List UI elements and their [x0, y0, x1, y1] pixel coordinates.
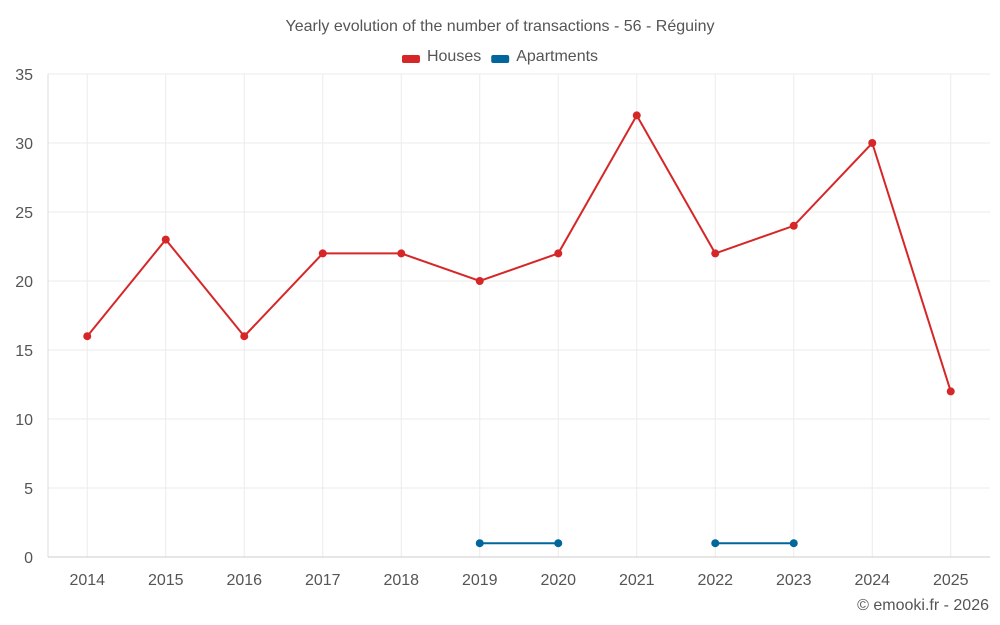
- data-point[interactable]: [475, 277, 484, 285]
- credit-text: © emooki.fr - 2026: [857, 597, 989, 614]
- y-tick-label: 5: [24, 481, 33, 498]
- x-tick-label: 2016: [226, 572, 262, 589]
- data-point[interactable]: [554, 539, 563, 548]
- data-point[interactable]: [711, 539, 720, 548]
- data-point[interactable]: [789, 221, 798, 230]
- y-tick-label: 10: [15, 412, 33, 429]
- y-tick-label: 20: [15, 274, 33, 291]
- legend-label: Apartments: [516, 48, 598, 65]
- legend: Houses Apartments: [401, 48, 598, 65]
- legend-swatch: [491, 55, 510, 63]
- data-point[interactable]: [554, 249, 563, 258]
- data-point[interactable]: [632, 111, 641, 120]
- data-point[interactable]: [868, 139, 877, 147]
- legend-swatch: [401, 55, 420, 63]
- legend-label: Houses: [427, 48, 481, 65]
- legend-item-apartments[interactable]: Apartments: [491, 48, 598, 65]
- x-tick-label: 2014: [69, 572, 105, 589]
- x-tick-label: 2025: [933, 572, 969, 589]
- grid: [47, 73, 990, 558]
- y-tick-label: 15: [15, 343, 33, 360]
- data-point[interactable]: [789, 539, 798, 548]
- x-tick-label: 2024: [854, 572, 890, 589]
- chart-title: Yearly evolution of the number of transa…: [286, 18, 715, 35]
- data-point[interactable]: [397, 249, 406, 258]
- data-point[interactable]: [946, 387, 955, 396]
- series-layer: [83, 111, 955, 548]
- y-axis: 0 5 10 15 20 25 30 35: [15, 67, 33, 567]
- data-point[interactable]: [318, 249, 327, 258]
- x-tick-label: 2021: [619, 572, 655, 589]
- series-line: [86, 113, 952, 392]
- y-tick-label: 25: [15, 205, 33, 222]
- x-tick-label: 2019: [462, 572, 498, 589]
- x-tick-label: 2017: [305, 572, 341, 589]
- legend-item-houses[interactable]: Houses: [401, 48, 481, 65]
- data-point[interactable]: [711, 249, 720, 258]
- series-apartments: [475, 539, 798, 548]
- data-point[interactable]: [240, 332, 249, 341]
- x-tick-label: 2022: [697, 572, 733, 589]
- x-tick-label: 2018: [383, 572, 419, 589]
- y-tick-label: 35: [15, 67, 33, 84]
- y-tick-label: 0: [24, 550, 33, 567]
- x-tick-label: 2020: [540, 572, 576, 589]
- y-tick-label: 30: [15, 136, 33, 153]
- x-tick-label: 2015: [148, 572, 184, 589]
- data-point[interactable]: [161, 235, 170, 244]
- x-axis: 2014 2015 2016 2017 2018 2019 2020 2021 2022 2023…: [69, 572, 968, 589]
- data-point[interactable]: [475, 539, 484, 548]
- series-houses: [83, 111, 955, 396]
- x-tick-label: 2023: [776, 572, 812, 589]
- data-point[interactable]: [83, 332, 92, 341]
